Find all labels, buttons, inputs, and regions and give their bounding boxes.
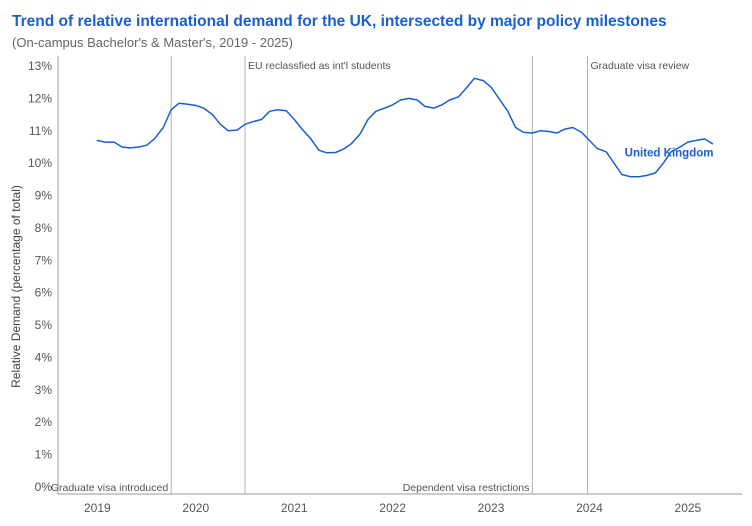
milestone-label: Graduate visa review — [590, 60, 689, 72]
chart-title: Trend of relative international demand f… — [12, 13, 667, 30]
y-tick-label: 3% — [35, 383, 53, 397]
y-tick-label: 4% — [35, 350, 53, 364]
series-line — [96, 77, 714, 178]
chart-subtitle: (On-campus Bachelor's & Master's, 2019 -… — [12, 35, 293, 50]
y-tick-label: 13% — [28, 59, 52, 73]
y-tick-label: 6% — [35, 286, 53, 300]
y-tick-label: 2% — [35, 415, 53, 429]
x-tick-label: 2020 — [182, 501, 209, 515]
y-tick-label: 0% — [35, 480, 53, 494]
milestone-label: EU reclassfied as int'l students — [248, 60, 391, 72]
x-tick-label: 2021 — [281, 501, 308, 515]
x-tick-label: 2023 — [478, 501, 505, 515]
x-tick-label: 2024 — [576, 501, 603, 515]
x-tick-label: 2025 — [675, 501, 702, 515]
milestone-label: Dependent visa restrictions — [403, 482, 530, 494]
y-tick-label: 8% — [35, 221, 53, 235]
milestone-label: Graduate visa introduced — [51, 482, 168, 494]
y-tick-label: 7% — [35, 253, 53, 267]
x-tick-label: 2019 — [84, 501, 111, 515]
y-tick-label: 12% — [28, 91, 52, 105]
y-tick-label: 5% — [35, 318, 53, 332]
y-tick-label: 11% — [29, 124, 52, 138]
y-tick-label: 1% — [35, 448, 53, 462]
series-label: United Kingdom — [625, 148, 714, 160]
x-tick-label: 2022 — [379, 501, 406, 515]
y-axis-label: Relative Demand (percentage of total) — [9, 185, 23, 388]
y-tick-label: 10% — [28, 156, 52, 170]
y-tick-label: 9% — [35, 189, 53, 203]
